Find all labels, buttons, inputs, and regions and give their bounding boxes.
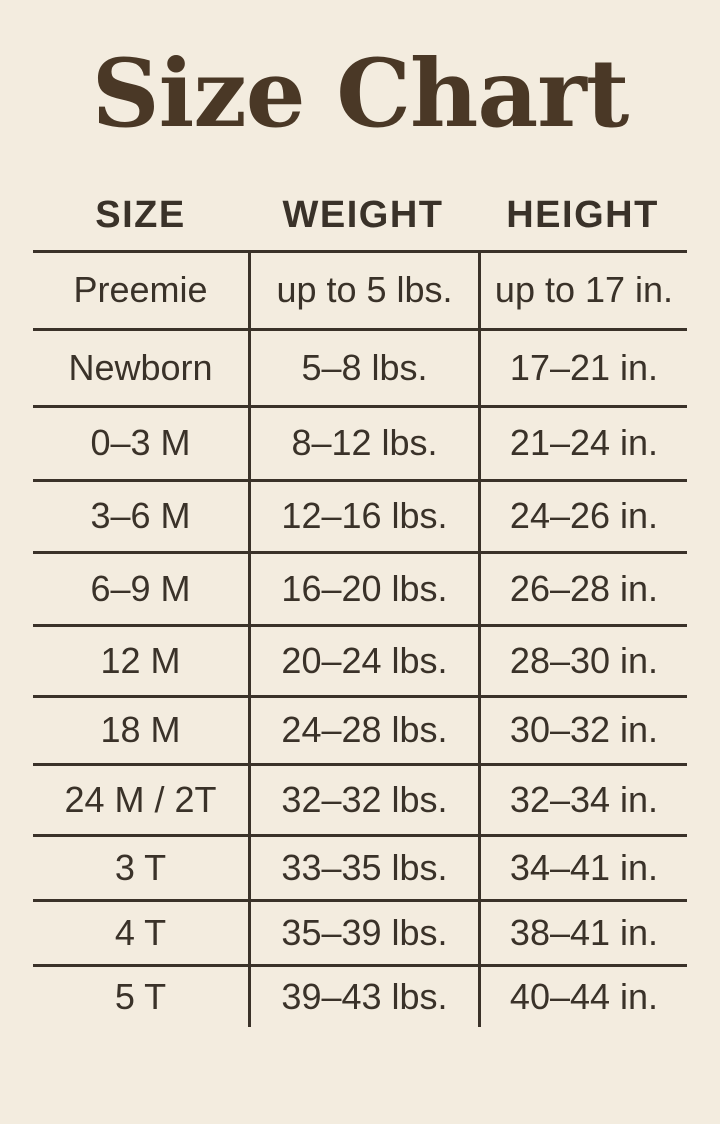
size-cell: Newborn bbox=[68, 346, 213, 388]
size-cell: Preemie bbox=[73, 269, 208, 311]
size-chart-table: SIZE WEIGHT HEIGHT Preemie up to 5 lbs. … bbox=[33, 146, 687, 1027]
table-row-0-3m: 0–3 M 8–12 lbs. 21–24 in. bbox=[33, 407, 687, 482]
height-cell: 32–34 in. bbox=[478, 765, 687, 834]
size-cell: 4 T bbox=[114, 911, 167, 953]
size-cell: 12 M bbox=[100, 639, 181, 681]
weight-column-header: WEIGHT bbox=[282, 193, 444, 236]
height-cell: 21–24 in. bbox=[478, 407, 687, 479]
weight-cell: 12–16 lbs. bbox=[248, 481, 478, 551]
height-cell: 24–26 in. bbox=[478, 481, 687, 551]
table-row-3-6m: 3–6 M 12–16 lbs. 24–26 in. bbox=[33, 481, 687, 554]
weight-cell: 16–20 lbs. bbox=[248, 553, 478, 624]
height-cell: 26–28 in. bbox=[478, 553, 687, 624]
size-column-header: SIZE bbox=[95, 193, 186, 236]
table-row-24m-2t: 24 M / 2T 32–32 lbs. 32–34 in. bbox=[33, 765, 687, 837]
table-row-6-9m: 6–9 M 16–20 lbs. 26–28 in. bbox=[33, 553, 687, 627]
page-title: Size Chart bbox=[91, 39, 630, 149]
height-cell: up to 17 in. bbox=[478, 252, 687, 328]
weight-cell: 33–35 lbs. bbox=[248, 836, 478, 899]
size-cell: 24 M / 2T bbox=[64, 778, 217, 820]
size-cell: 18 M bbox=[100, 709, 181, 751]
table-row-12m: 12 M 20–24 lbs. 28–30 in. bbox=[33, 626, 687, 698]
height-cell: 38–41 in. bbox=[478, 901, 687, 964]
table-row-newborn: Newborn 5–8 lbs. 17–21 in. bbox=[33, 330, 687, 408]
weight-cell: 8–12 lbs. bbox=[248, 407, 478, 479]
table-header-row: SIZE WEIGHT HEIGHT bbox=[33, 146, 687, 253]
height-cell: 17–21 in. bbox=[478, 330, 687, 405]
height-cell: 40–44 in. bbox=[478, 966, 687, 1027]
table-row-5t: 5 T 39–43 lbs. 40–44 in. bbox=[33, 966, 687, 1027]
height-cell: 28–30 in. bbox=[478, 626, 687, 695]
weight-cell: 35–39 lbs. bbox=[248, 901, 478, 964]
height-column-header: HEIGHT bbox=[506, 193, 659, 236]
weight-cell: 24–28 lbs. bbox=[248, 697, 478, 763]
table-row-4t: 4 T 35–39 lbs. 38–41 in. bbox=[33, 901, 687, 967]
size-cell: 6–9 M bbox=[90, 567, 191, 609]
table-body: Preemie up to 5 lbs. up to 17 in. Newbor… bbox=[33, 252, 687, 1027]
size-chart-page: Size Chart SIZE WEIGHT HEIGHT Preemie up… bbox=[0, 39, 720, 1124]
table-row-3t: 3 T 33–35 lbs. 34–41 in. bbox=[33, 836, 687, 902]
size-cell: 3–6 M bbox=[90, 495, 191, 537]
weight-cell: 20–24 lbs. bbox=[248, 626, 478, 695]
size-cell: 5 T bbox=[114, 975, 167, 1017]
size-cell: 3 T bbox=[114, 846, 167, 888]
weight-cell: 32–32 lbs. bbox=[248, 765, 478, 834]
height-cell: 30–32 in. bbox=[478, 697, 687, 763]
table-row-preemie: Preemie up to 5 lbs. up to 17 in. bbox=[33, 252, 687, 331]
weight-cell: 39–43 lbs. bbox=[248, 966, 478, 1027]
table-row-18m: 18 M 24–28 lbs. 30–32 in. bbox=[33, 697, 687, 766]
height-cell: 34–41 in. bbox=[478, 836, 687, 899]
size-cell: 0–3 M bbox=[90, 422, 191, 464]
weight-cell: 5–8 lbs. bbox=[248, 330, 478, 405]
weight-cell: up to 5 lbs. bbox=[248, 252, 478, 328]
